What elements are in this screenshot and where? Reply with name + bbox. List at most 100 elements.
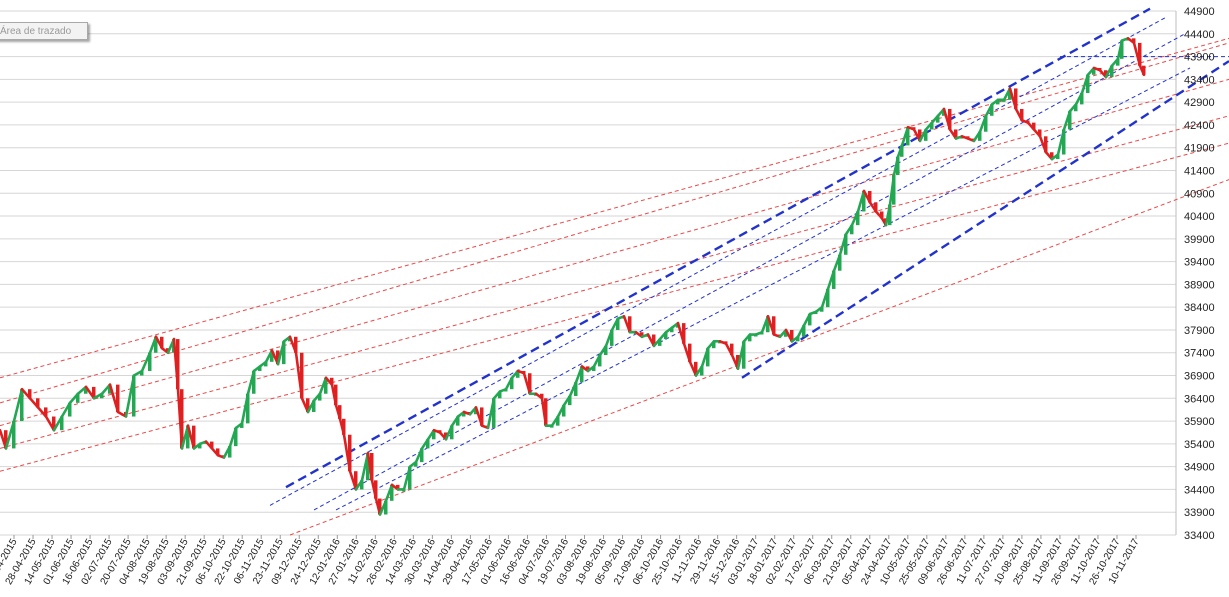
- candle-body: [44, 407, 48, 417]
- y-axis: 33400 33900 34400 34900 35400 35900 36400 36900…: [1184, 6, 1215, 542]
- y-tick-label: 44900: [1184, 6, 1215, 18]
- candle-body: [510, 377, 514, 390]
- y-tick-label: 37400: [1184, 348, 1215, 360]
- candle-body: [802, 325, 806, 337]
- candle-body: [850, 225, 854, 235]
- candle-body: [116, 384, 120, 412]
- candle-body: [880, 211, 884, 219]
- candle-body: [1074, 104, 1078, 112]
- y-tick-label: 43900: [1184, 52, 1215, 64]
- candle-body: [148, 352, 152, 371]
- y-tick-label: 33400: [1184, 530, 1215, 542]
- candle-body: [228, 446, 232, 458]
- candle-body: [294, 336, 298, 353]
- candle-body: [604, 345, 608, 356]
- candle-body: [658, 339, 662, 346]
- candle-body: [258, 366, 262, 371]
- x-axis: -04-201528-04-201514-05-201501-06-201516…: [0, 535, 1142, 587]
- trendline-layer: [0, 7, 1229, 536]
- trendline: [289, 179, 1229, 536]
- candle-body: [930, 122, 934, 130]
- candle-body: [790, 329, 794, 342]
- candle-body: [742, 341, 746, 369]
- candle-body: [826, 288, 830, 308]
- candle-body: [868, 190, 872, 203]
- candle-body: [462, 411, 466, 417]
- candle-body: [246, 393, 250, 424]
- candle-body: [856, 211, 860, 226]
- candle-body: [192, 425, 196, 449]
- candle-body: [772, 316, 776, 335]
- candle-body: [498, 391, 502, 399]
- candle-body: [888, 204, 892, 226]
- y-tick-label: 35400: [1184, 439, 1215, 451]
- candle-body: [270, 350, 274, 362]
- y-tick-label: 34400: [1184, 484, 1215, 496]
- candle-body: [210, 441, 214, 449]
- candle-body: [1056, 154, 1060, 160]
- candle-body: [426, 439, 430, 449]
- candle-body: [1138, 42, 1142, 66]
- candle-body: [766, 316, 770, 333]
- candle-body: [1038, 129, 1042, 137]
- candle-body: [378, 498, 382, 515]
- candle-body: [844, 234, 848, 255]
- candle-body: [1062, 129, 1066, 155]
- y-tick-label: 39900: [1184, 234, 1215, 246]
- candle-body: [36, 398, 40, 408]
- candle-body: [456, 416, 460, 426]
- candle-body: [300, 352, 304, 399]
- trendline: [285, 7, 1151, 489]
- candle-body: [1142, 65, 1146, 75]
- y-tick-label: 40400: [1184, 211, 1215, 223]
- candle-body: [312, 400, 316, 412]
- price-series: [0, 37, 1146, 516]
- candle-body: [52, 416, 56, 431]
- plot-area-tooltip: Área de trazado: [0, 22, 88, 40]
- y-tick-label: 36900: [1184, 371, 1215, 383]
- candle-body: [186, 425, 190, 449]
- candle-body: [234, 427, 238, 447]
- candle-body: [796, 336, 800, 342]
- candle-body: [20, 389, 24, 422]
- trendline: [0, 78, 1229, 427]
- candle-body: [640, 332, 644, 337]
- candle-body: [784, 329, 788, 337]
- candle-body: [334, 384, 338, 406]
- candle-body: [544, 398, 548, 426]
- candle-body: [198, 443, 202, 449]
- candle-body: [414, 462, 418, 467]
- candle-body: [1044, 136, 1048, 153]
- y-tick-label: 38900: [1184, 279, 1215, 291]
- candle-body: [682, 323, 686, 344]
- candle-body: [216, 448, 220, 456]
- candle-body: [342, 418, 346, 435]
- y-tick-label: 43400: [1184, 74, 1215, 86]
- y-tick-label: 34900: [1184, 462, 1215, 474]
- candle-body: [432, 430, 436, 440]
- candle-body: [528, 373, 532, 394]
- candle-body: [616, 318, 620, 330]
- candle-body: [396, 484, 400, 490]
- candle-body: [574, 382, 578, 397]
- candle-body: [900, 145, 904, 157]
- candle-body: [324, 377, 328, 394]
- candle-body: [330, 377, 334, 385]
- candle-body: [276, 350, 280, 365]
- candle-body: [918, 129, 922, 141]
- grid-layer: [0, 10, 1177, 536]
- y-tick-label: 40900: [1184, 188, 1215, 200]
- candle-body: [978, 131, 982, 141]
- candle-body: [954, 129, 958, 139]
- y-tick-label: 42400: [1184, 120, 1215, 132]
- y-tick-label: 42900: [1184, 97, 1215, 109]
- y-tick-label: 36400: [1184, 393, 1215, 405]
- candle-body: [132, 375, 136, 417]
- candle-body: [1104, 70, 1108, 78]
- candle-body: [108, 384, 112, 394]
- candle-body: [820, 307, 824, 312]
- candle-body: [306, 398, 310, 412]
- candle-body: [1092, 67, 1096, 75]
- candle-body: [370, 452, 374, 481]
